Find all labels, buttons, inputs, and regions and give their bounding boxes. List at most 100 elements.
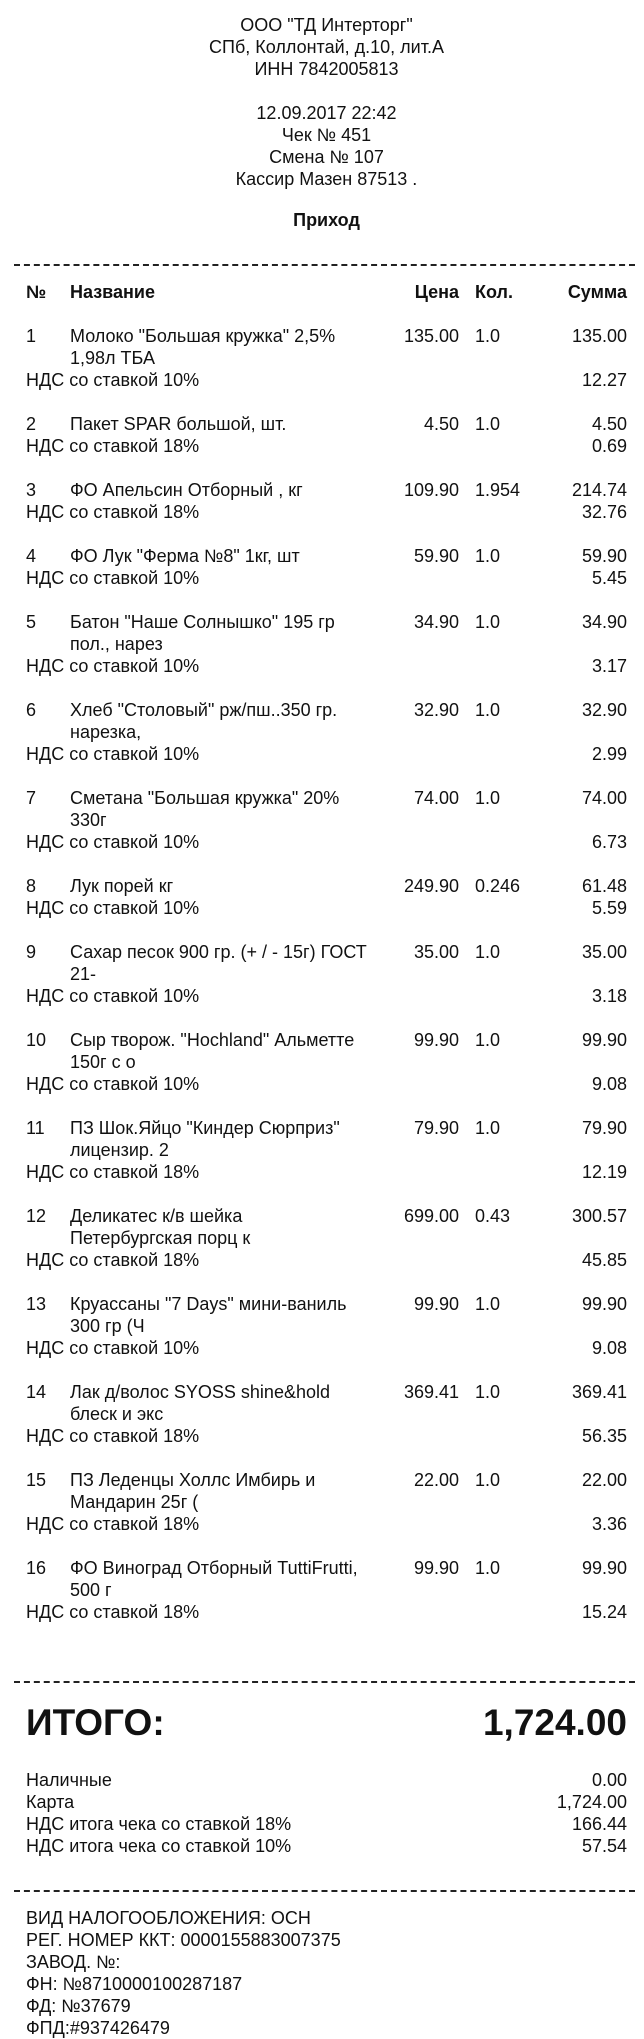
- item-name: Деликатес к/в шейка Петербургская порц к: [70, 1206, 251, 1248]
- item-vat-value: 15.24: [581, 1602, 627, 1622]
- item-qty: 0.43: [475, 1206, 511, 1226]
- item-sum: 32.90: [581, 700, 627, 720]
- item-number: 8: [26, 876, 37, 896]
- item-vat-value: 12.27: [581, 370, 627, 390]
- item-vat-label: НДС со ставкой 18%: [26, 1162, 200, 1182]
- payment-value: 57.54: [581, 1836, 627, 1856]
- receipt-datetime: 12.09.2017 22:42: [256, 103, 397, 123]
- shift-number: Смена № 107: [269, 147, 384, 167]
- item-price: 99.90: [413, 1558, 459, 1578]
- item-qty: 1.0: [475, 700, 501, 720]
- item-vat-label: НДС со ставкой 18%: [26, 1602, 200, 1622]
- total-label: ИТОГО:: [26, 1702, 165, 1743]
- item-qty: 1.954: [475, 480, 521, 500]
- payment-row: НДС итога чека со ставкой 10% 57.54: [26, 1835, 627, 1857]
- item-number: 16: [26, 1558, 47, 1578]
- item-qty: 1.0: [475, 1030, 501, 1050]
- fn-number: ФН: №8710000100287187: [26, 1974, 243, 1994]
- list-item: 11 ПЗ Шок.Яйцо "Киндер Сюрприз" лицензир.…: [26, 1117, 627, 1183]
- list-item: 13 Круассаны "7 Days" мини-ваниль 300 гр …: [26, 1293, 627, 1359]
- item-sum: 61.48: [581, 876, 627, 896]
- item-number: 12: [26, 1206, 47, 1226]
- item-name: Лак д/волос SYOSS shine&hold блеск и экс: [70, 1382, 330, 1424]
- item-vat-value: 2.99: [591, 744, 627, 764]
- list-item: 9 Сахар песок 900 гр. (+ / - 15г) ГОСТ 21…: [26, 941, 627, 1007]
- operation-type: Приход: [293, 210, 360, 230]
- item-name: ПЗ Шок.Яйцо "Киндер Сюрприз" лицензир. 2: [70, 1118, 340, 1160]
- item-number: 14: [26, 1382, 47, 1402]
- separator: [14, 1681, 635, 1683]
- item-vat-label: НДС со ставкой 10%: [26, 986, 200, 1006]
- item-vat-label: НДС со ставкой 18%: [26, 1426, 200, 1446]
- item-price: 99.90: [413, 1294, 459, 1314]
- item-vat-value: 5.59: [591, 898, 627, 918]
- col-header-qty: Кол.: [475, 282, 513, 302]
- item-name: Круассаны "7 Days" мини-ваниль 300 гр (Ч: [70, 1294, 347, 1336]
- cashier: Кассир Мазен 87513 .: [235, 169, 418, 189]
- item-qty: 1.0: [475, 1382, 501, 1402]
- item-vat-label: НДС со ставкой 10%: [26, 744, 200, 764]
- payment-value: 0.00: [591, 1770, 627, 1790]
- payment-label: НДС итога чека со ставкой 10%: [26, 1836, 292, 1856]
- item-name: ФО Лук "Ферма №8" 1кг, шт: [70, 546, 300, 566]
- item-sum: 135.00: [571, 326, 627, 346]
- total-row: ИТОГО: 1,724.00: [26, 1701, 627, 1745]
- item-number: 5: [26, 612, 37, 632]
- item-name: Батон "Наше Солнышко" 195 гр пол., нарез: [70, 612, 335, 654]
- item-vat-label: НДС со ставкой 10%: [26, 568, 200, 588]
- item-vat-value: 3.18: [591, 986, 627, 1006]
- separator: [14, 1890, 635, 1892]
- item-vat-label: НДС со ставкой 18%: [26, 436, 200, 456]
- total-value: 1,724.00: [482, 1702, 627, 1743]
- payment-row: Наличные 0.00: [26, 1769, 627, 1791]
- item-price: 369.41: [403, 1382, 459, 1402]
- fd-number: ФД: №37679: [26, 1996, 131, 2016]
- item-sum: 99.90: [581, 1294, 627, 1314]
- list-item: 7 Сметана "Большая кружка" 20% 330г 74.00 1…: [26, 787, 627, 853]
- company-name: ООО "ТД Интерторг": [240, 15, 413, 35]
- separator: [14, 264, 635, 266]
- payment-row: Карта 1,724.00: [26, 1791, 627, 1813]
- item-vat-value: 5.45: [591, 568, 627, 588]
- list-item: 8 Лук порей кг 249.90 0.246 61.48 НДС со став…: [26, 875, 627, 919]
- item-vat-value: 56.35: [581, 1426, 627, 1446]
- item-number: 10: [26, 1030, 47, 1050]
- item-name: Сахар песок 900 гр. (+ / - 15г) ГОСТ 21-: [70, 942, 367, 984]
- list-item: 6 Хлеб "Столовый" рж/пш..350 гр. нарезка,…: [26, 699, 627, 765]
- item-qty: 0.246: [475, 876, 521, 896]
- item-vat-value: 12.19: [581, 1162, 627, 1182]
- payment-label: НДС итога чека со ставкой 18%: [26, 1814, 292, 1834]
- item-sum: 99.90: [581, 1030, 627, 1050]
- item-price: 699.00: [403, 1206, 459, 1226]
- item-sum: 214.74: [571, 480, 627, 500]
- list-item: 10 Сыр творож. "Hochland" Альметте 150г с…: [26, 1029, 627, 1095]
- list-item: 5 Батон "Наше Солнышко" 195 гр пол., наре…: [26, 611, 627, 677]
- item-number: 7: [26, 788, 37, 808]
- list-item: 4 ФО Лук "Ферма №8" 1кг, шт 59.90 1.0 59.90 Н…: [26, 545, 627, 589]
- list-item: 1 Молоко "Большая кружка" 2,5% 1,98л ТБА 1…: [26, 325, 627, 391]
- factory-number: ЗАВОД. №:: [26, 1952, 121, 1972]
- item-number: 3: [26, 480, 37, 500]
- item-qty: 1.0: [475, 1470, 501, 1490]
- item-vat-value: 45.85: [581, 1250, 627, 1270]
- item-sum: 4.50: [591, 414, 627, 434]
- item-number: 9: [26, 942, 37, 962]
- item-vat-label: НДС со ставкой 18%: [26, 1250, 200, 1270]
- list-item: 15 ПЗ Леденцы Холлс Имбирь и Мандарин 25г…: [26, 1469, 627, 1535]
- item-price: 32.90: [413, 700, 459, 720]
- list-item: 2 Пакет SPAR большой, шт. 4.50 1.0 4.50 НДС с…: [26, 413, 627, 457]
- payment-label: Наличные: [26, 1770, 112, 1790]
- item-name: Пакет SPAR большой, шт.: [70, 414, 287, 434]
- list-item: 16 ФО Виноград Отборный TuttiFrutti, 500 …: [26, 1557, 627, 1623]
- item-name: ФО Виноград Отборный TuttiFrutti, 500 г: [70, 1558, 358, 1600]
- payment-label: Карта: [26, 1792, 75, 1812]
- item-name: ПЗ Леденцы Холлс Имбирь и Мандарин 25г (: [70, 1470, 316, 1512]
- item-price: 249.90: [403, 876, 459, 896]
- item-price: 74.00: [413, 788, 459, 808]
- item-price: 35.00: [413, 942, 459, 962]
- payment-value: 1,724.00: [556, 1792, 627, 1812]
- item-sum: 59.90: [581, 546, 627, 566]
- item-vat-label: НДС со ставкой 10%: [26, 832, 200, 852]
- item-number: 2: [26, 414, 37, 434]
